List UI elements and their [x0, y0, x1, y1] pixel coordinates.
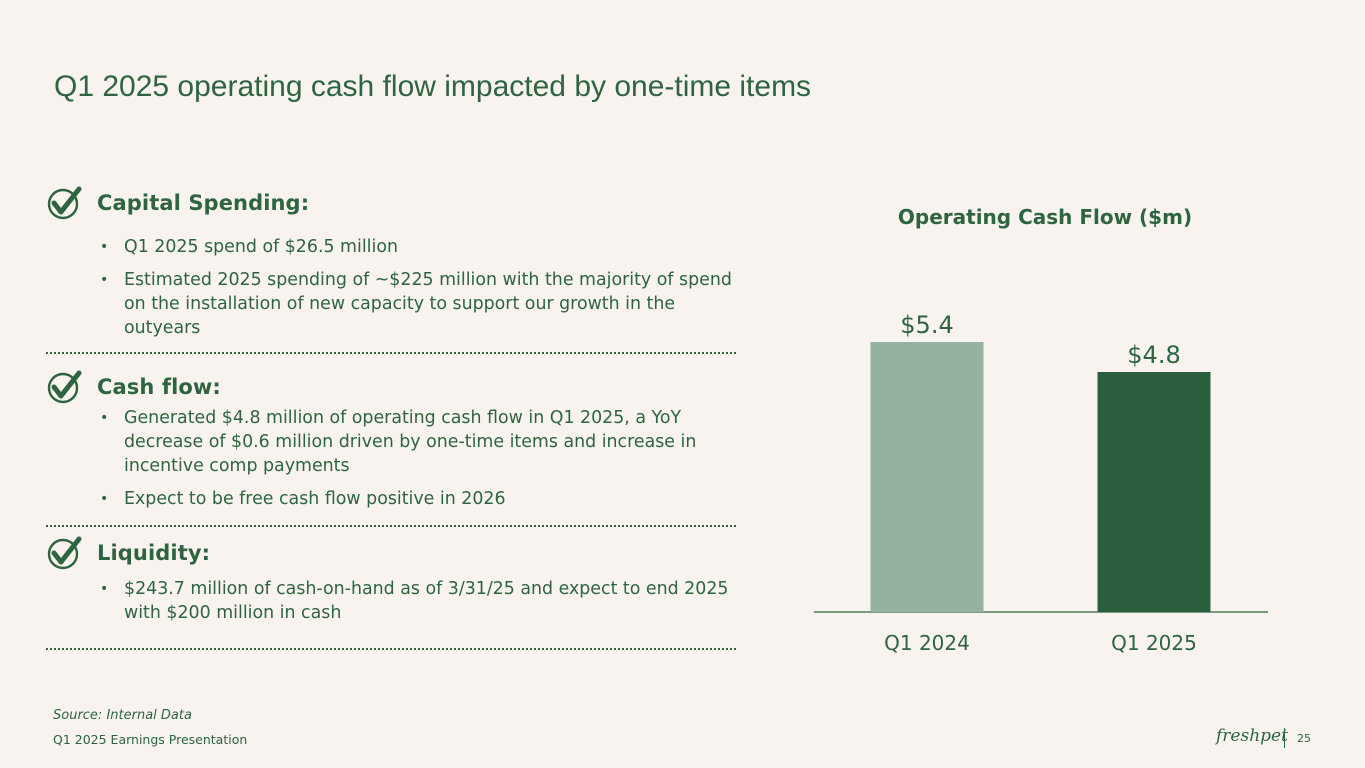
bullet-item: • $243.7 million of cash-on-hand as of 3/… [100, 579, 729, 623]
page-number: 25 [1297, 732, 1311, 745]
section-cash-flow: Cash flow: • Generated $4.8 million of op… [46, 370, 736, 511]
section-title: Capital Spending: [97, 191, 310, 215]
footer-presentation-title: Q1 2025 Earnings Presentation [53, 732, 248, 747]
section-divider [46, 352, 736, 354]
checkmark-icon [47, 536, 82, 570]
bar-q1-2024 [870, 342, 984, 612]
section-header: Liquidity: [46, 536, 736, 570]
source-note: Source: Internal Data [53, 708, 192, 723]
section-title: Liquidity: [97, 541, 211, 565]
checkmark-icon [47, 186, 82, 220]
freshpet-logo: freshpet [1216, 726, 1288, 746]
section-liquidity: Liquidity: • $243.7 million of cash-on-ha… [46, 536, 736, 625]
bullet-item: • Estimated 2025 spending of ~$225 millio… [100, 270, 732, 338]
bullet-list: • Generated $4.8 million of operating cas… [46, 406, 736, 511]
bullet-item: • Expect to be free cash flow positive in… [100, 489, 506, 509]
bullet-item: • Q1 2025 spend of $26.5 million [100, 237, 398, 257]
bullet-text: $243.7 million of cash-on-hand as of 3/3… [124, 579, 729, 623]
data-label: $5.4 [900, 311, 953, 339]
data-label: $4.8 [1127, 341, 1180, 369]
bullet-list: • $243.7 million of cash-on-hand as of 3/… [46, 577, 736, 625]
x-tick-label: Q1 2024 [884, 631, 970, 655]
slide-title: Q1 2025 operating cash flow impacted by … [54, 70, 812, 103]
bar-q1-2025 [1097, 372, 1211, 612]
checkmark-icon [47, 370, 82, 404]
bullet-text: Generated $4.8 million of operating cash… [124, 408, 697, 476]
chart-title: Operating Cash Flow ($m) [897, 205, 1193, 229]
section-header: Cash flow: [46, 370, 736, 404]
bullet-text: Q1 2025 spend of $26.5 million [124, 237, 398, 257]
section-divider [46, 525, 736, 527]
x-tick-label: Q1 2025 [1111, 631, 1197, 655]
bullet-item: • Generated $4.8 million of operating cas… [100, 408, 697, 476]
section-divider [46, 648, 736, 650]
bullet-text: Estimated 2025 spending of ~$225 million… [124, 270, 732, 338]
logo-separator [1284, 728, 1285, 748]
section-title: Cash flow: [97, 375, 221, 399]
bullet-text: Expect to be free cash flow positive in … [124, 489, 506, 509]
section-header: Capital Spending: [46, 186, 736, 220]
bullet-list: • Q1 2025 spend of $26.5 million • Estimat… [46, 235, 736, 340]
section-capital-spending: Capital Spending: • Q1 2025 spend of $26.… [46, 186, 736, 340]
